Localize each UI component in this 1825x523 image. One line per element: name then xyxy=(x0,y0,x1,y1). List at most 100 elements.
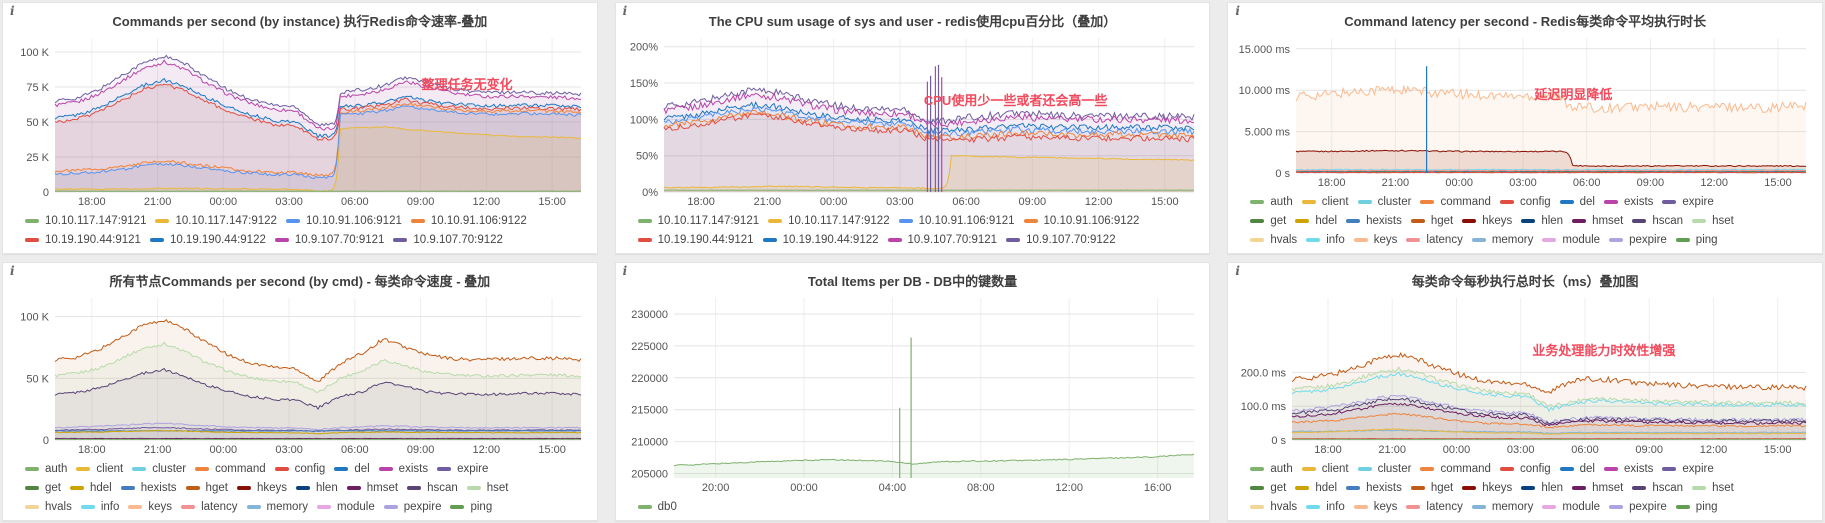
legend-item-10.19.190.44:9121[interactable]: 10.19.190.44:9121 xyxy=(637,234,754,246)
legend-item-10.10.91.106:9122[interactable]: 10.10.91.106:9122 xyxy=(1023,215,1139,227)
legend-item-expire[interactable]: expire xyxy=(1662,463,1714,475)
legend-item-10.10.117.147:9122[interactable]: 10.10.117.147:9122 xyxy=(155,215,277,227)
legend-item-get[interactable]: get xyxy=(25,482,61,494)
legend-item-hscan[interactable]: hscan xyxy=(1632,482,1683,494)
legend-item-10.19.190.44:9122[interactable]: 10.19.190.44:9122 xyxy=(762,234,879,246)
legend-item-get[interactable]: get xyxy=(1250,215,1286,227)
chart-canvas[interactable]: 18:00 21:00 00:00 03:00 06:00 09:00 12:00 15:00… xyxy=(622,32,1204,209)
legend-item-keys[interactable]: keys xyxy=(1353,501,1397,513)
legend-item-auth[interactable]: auth xyxy=(1250,196,1293,208)
legend-item-10.19.190.44:9121[interactable]: 10.19.190.44:9121 xyxy=(25,234,141,246)
legend-item-hvals[interactable]: hvals xyxy=(1250,234,1297,246)
legend-item-exists[interactable]: exists xyxy=(1604,196,1653,208)
panel-info-icon[interactable]: i xyxy=(10,4,15,18)
chart-canvas[interactable]: 18:00 21:00 00:00 03:00 06:00 09:00 12:00 15:00… xyxy=(9,32,591,209)
panel-title[interactable]: Command latency per second - Redis每类命令平均… xyxy=(1344,14,1707,29)
legend-item-10.9.107.70:9122[interactable]: 10.9.107.70:9122 xyxy=(393,234,503,246)
legend-item-cluster[interactable]: cluster xyxy=(1357,463,1411,475)
legend-item-client[interactable]: client xyxy=(1301,196,1349,208)
legend-item-exists[interactable]: exists xyxy=(1604,463,1653,475)
legend-item-10.9.107.70:9122[interactable]: 10.9.107.70:9122 xyxy=(1006,234,1116,246)
legend-item-pexpire[interactable]: pexpire xyxy=(1609,501,1667,513)
legend-item-hkeys[interactable]: hkeys xyxy=(236,482,287,494)
legend-item-memory[interactable]: memory xyxy=(246,501,308,513)
legend-item-expire[interactable]: expire xyxy=(1662,196,1714,208)
legend-item-hvals[interactable]: hvals xyxy=(25,501,72,513)
legend-item-del[interactable]: del xyxy=(334,463,370,475)
legend-item-hset[interactable]: hset xyxy=(466,482,509,494)
chart-canvas[interactable]: 20:00 00:00 04:00 08:00 12:00 16:00 205000 2100… xyxy=(622,292,1204,495)
legend-item-command[interactable]: command xyxy=(1420,196,1491,208)
legend-item-auth[interactable]: auth xyxy=(1250,463,1293,475)
legend-item-hmset[interactable]: hmset xyxy=(346,482,398,494)
legend-item-hget[interactable]: hget xyxy=(185,482,228,494)
legend-item-exists[interactable]: exists xyxy=(378,463,428,475)
chart-canvas[interactable]: 18:00 21:00 00:00 03:00 06:00 09:00 12:00 15:00… xyxy=(1234,292,1816,457)
chart-canvas[interactable]: 18:00 21:00 00:00 03:00 06:00 09:00 12:00 15:00… xyxy=(9,292,591,457)
panel-info-icon[interactable]: i xyxy=(1235,264,1240,278)
legend-item-hscan[interactable]: hscan xyxy=(1632,215,1683,227)
panel-info-icon[interactable]: i xyxy=(622,264,628,278)
legend-item-keys[interactable]: keys xyxy=(128,501,172,513)
legend-item-cluster[interactable]: cluster xyxy=(132,463,186,475)
legend-item-command[interactable]: command xyxy=(1420,463,1491,475)
panel-title[interactable]: The CPU sum usage of sys and user - redi… xyxy=(708,14,1117,29)
panel-info-icon[interactable]: i xyxy=(622,4,628,18)
legend-item-info[interactable]: info xyxy=(80,501,119,513)
legend-item-hscan[interactable]: hscan xyxy=(407,482,458,494)
panel-title[interactable]: Commands per second (by instance) 执行Redi… xyxy=(112,14,488,29)
chart-total-items-per-db[interactable]: 20:00 00:00 04:00 08:00 12:00 16:00 205000 2100… xyxy=(622,292,1204,495)
panel-title[interactable]: 每类命令每秒执行总时长（ms）叠加图 xyxy=(1411,274,1639,289)
legend-item-10.9.107.70:9121[interactable]: 10.9.107.70:9121 xyxy=(887,234,997,246)
legend-item-del[interactable]: del xyxy=(1559,196,1595,208)
legend-item-10.10.91.106:9121[interactable]: 10.10.91.106:9121 xyxy=(898,215,1015,227)
legend-item-hkeys[interactable]: hkeys xyxy=(1462,482,1512,494)
panel-title[interactable]: 所有节点Commands per second (by cmd) - 每类命令速… xyxy=(109,274,491,289)
legend-item-10.10.91.106:9122[interactable]: 10.10.91.106:9122 xyxy=(410,215,527,227)
legend-item-hget[interactable]: hget xyxy=(1410,482,1453,494)
legend-item-hlen[interactable]: hlen xyxy=(1521,482,1563,494)
chart-per-cmd-exec-time[interactable]: 18:00 21:00 00:00 03:00 06:00 09:00 12:00 15:00… xyxy=(1234,292,1816,457)
legend-item-client[interactable]: client xyxy=(1301,463,1349,475)
legend-item-get[interactable]: get xyxy=(1250,482,1286,494)
legend-item-config[interactable]: config xyxy=(1499,463,1551,475)
legend-item-latency[interactable]: latency xyxy=(1406,234,1463,246)
panel-info-icon[interactable]: i xyxy=(10,264,15,278)
panel-info-icon[interactable]: i xyxy=(1235,4,1240,18)
legend-item-db0[interactable]: db0 xyxy=(637,501,677,513)
legend-item-hset[interactable]: hset xyxy=(1692,482,1734,494)
legend-item-config[interactable]: config xyxy=(274,463,325,475)
legend-item-latency[interactable]: latency xyxy=(181,501,238,513)
panel-title[interactable]: Total Items per DB - DB中的键数量 xyxy=(807,274,1018,289)
legend-item-hlen[interactable]: hlen xyxy=(1521,215,1563,227)
legend-item-keys[interactable]: keys xyxy=(1353,234,1397,246)
legend-item-10.10.117.147:9121[interactable]: 10.10.117.147:9121 xyxy=(25,215,146,227)
legend-item-memory[interactable]: memory xyxy=(1471,234,1533,246)
legend-item-module[interactable]: module xyxy=(1542,234,1600,246)
chart-canvas[interactable]: 18:00 21:00 00:00 03:00 06:00 09:00 12:00 15:00… xyxy=(1234,32,1816,190)
legend-item-hdel[interactable]: hdel xyxy=(1295,482,1337,494)
legend-item-auth[interactable]: auth xyxy=(25,463,67,475)
legend-item-hexists[interactable]: hexists xyxy=(120,482,177,494)
legend-item-hlen[interactable]: hlen xyxy=(295,482,338,494)
legend-item-hdel[interactable]: hdel xyxy=(1295,215,1337,227)
legend-item-module[interactable]: module xyxy=(1542,501,1600,513)
legend-item-module[interactable]: module xyxy=(317,501,375,513)
legend-item-hmset[interactable]: hmset xyxy=(1572,482,1623,494)
legend-item-hvals[interactable]: hvals xyxy=(1250,501,1297,513)
legend-item-pexpire[interactable]: pexpire xyxy=(1609,234,1667,246)
legend-item-hexists[interactable]: hexists xyxy=(1346,215,1402,227)
chart-commands-per-instance[interactable]: 18:00 21:00 00:00 03:00 06:00 09:00 12:00 15:00… xyxy=(9,32,591,209)
legend-item-ping[interactable]: ping xyxy=(1675,234,1718,246)
legend-item-hexists[interactable]: hexists xyxy=(1346,482,1402,494)
chart-commands-per-cmd[interactable]: 18:00 21:00 00:00 03:00 06:00 09:00 12:00 15:00… xyxy=(9,292,591,457)
legend-item-hmset[interactable]: hmset xyxy=(1572,215,1623,227)
legend-item-config[interactable]: config xyxy=(1499,196,1551,208)
legend-item-10.10.117.147:9121[interactable]: 10.10.117.147:9121 xyxy=(637,215,759,227)
legend-item-10.9.107.70:9121[interactable]: 10.9.107.70:9121 xyxy=(274,234,384,246)
legend-item-memory[interactable]: memory xyxy=(1471,501,1533,513)
legend-item-ping[interactable]: ping xyxy=(450,501,492,513)
legend-item-pexpire[interactable]: pexpire xyxy=(383,501,441,513)
legend-item-10.10.91.106:9121[interactable]: 10.10.91.106:9121 xyxy=(285,215,402,227)
legend-item-latency[interactable]: latency xyxy=(1406,501,1463,513)
